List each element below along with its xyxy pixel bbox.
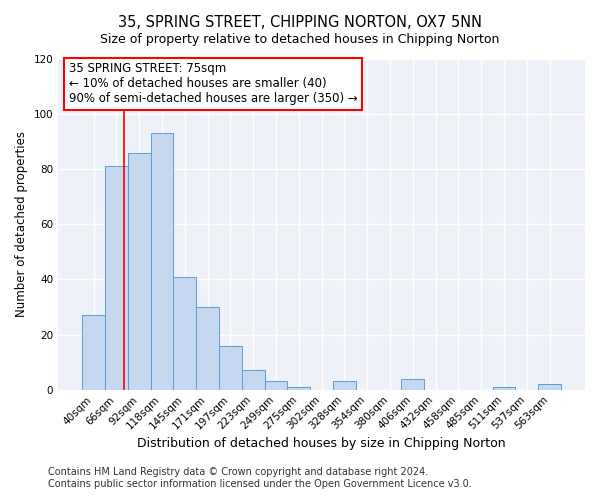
Bar: [401, 378, 424, 390]
Text: 35 SPRING STREET: 75sqm
← 10% of detached houses are smaller (40)
90% of semi-de: 35 SPRING STREET: 75sqm ← 10% of detache…: [69, 62, 358, 106]
Text: Size of property relative to detached houses in Chipping Norton: Size of property relative to detached ho…: [100, 32, 500, 46]
X-axis label: Distribution of detached houses by size in Chipping Norton: Distribution of detached houses by size …: [137, 437, 506, 450]
Bar: [538, 384, 561, 390]
Bar: [173, 276, 196, 390]
Bar: [128, 152, 151, 390]
Bar: [196, 307, 219, 390]
Bar: [242, 370, 265, 390]
Text: 35, SPRING STREET, CHIPPING NORTON, OX7 5NN: 35, SPRING STREET, CHIPPING NORTON, OX7 …: [118, 15, 482, 30]
Bar: [265, 382, 287, 390]
Y-axis label: Number of detached properties: Number of detached properties: [15, 132, 28, 318]
Bar: [287, 387, 310, 390]
Bar: [151, 134, 173, 390]
Bar: [333, 382, 356, 390]
Text: Contains HM Land Registry data © Crown copyright and database right 2024.
Contai: Contains HM Land Registry data © Crown c…: [48, 468, 472, 489]
Bar: [219, 346, 242, 390]
Bar: [82, 316, 105, 390]
Bar: [493, 387, 515, 390]
Bar: [105, 166, 128, 390]
